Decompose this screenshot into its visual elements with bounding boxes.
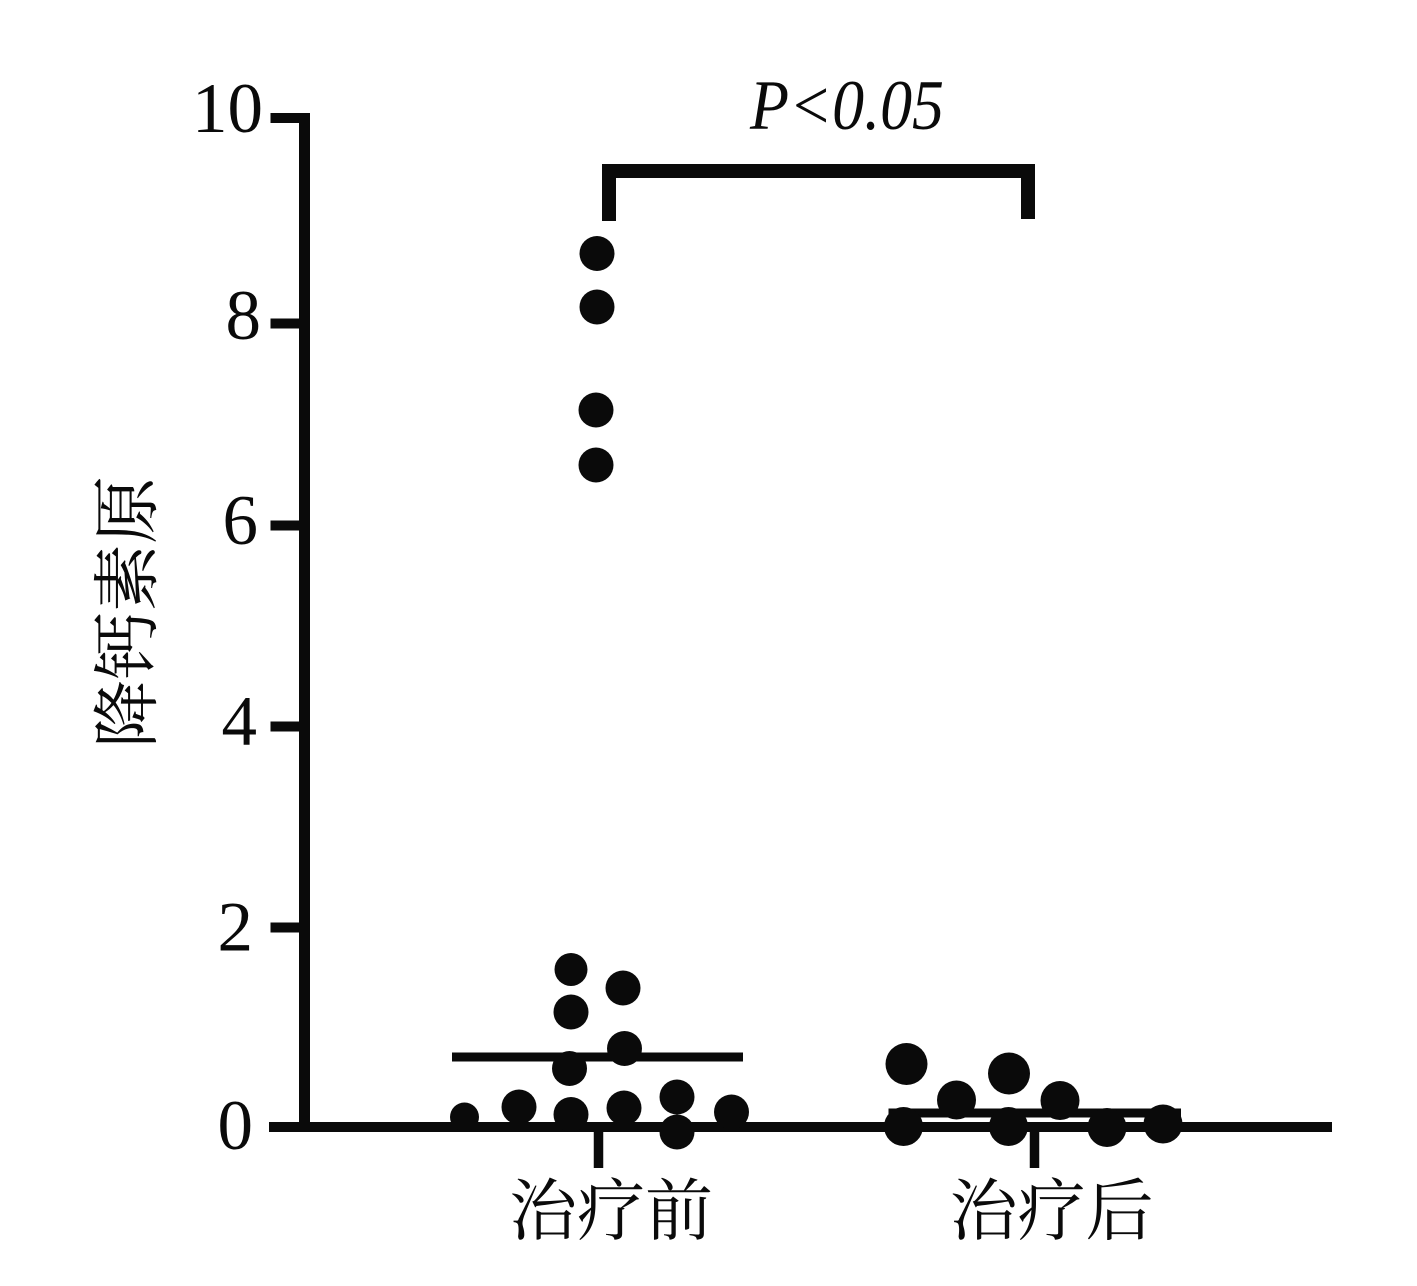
svg-text:8: 8 [226, 277, 262, 355]
svg-text:P<0.05: P<0.05 [749, 66, 944, 145]
svg-text:6: 6 [223, 482, 259, 560]
svg-text:0: 0 [218, 1087, 254, 1165]
svg-text:2: 2 [218, 889, 254, 967]
svg-text:4: 4 [222, 683, 258, 761]
svg-text:10: 10 [192, 70, 263, 148]
